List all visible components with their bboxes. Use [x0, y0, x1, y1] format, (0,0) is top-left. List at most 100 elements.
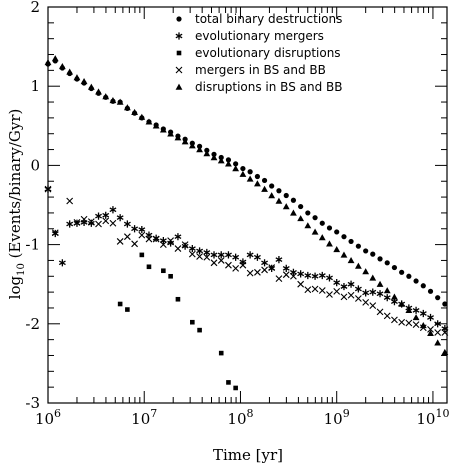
- data-point-asterisk: [340, 282, 348, 291]
- data-point-asterisk: [253, 253, 261, 261]
- data-point-triangle: [441, 348, 449, 356]
- data-point-asterisk: [376, 290, 384, 298]
- data-point-circle: [341, 234, 347, 240]
- data-point-triangle: [66, 68, 74, 75]
- x-tick-label: 106: [35, 407, 61, 428]
- data-point-circle: [363, 248, 369, 254]
- data-point-asterisk: [434, 320, 442, 328]
- data-point-cross: [376, 308, 384, 316]
- data-point-triangle: [131, 108, 138, 116]
- data-point-square: [139, 252, 145, 258]
- data-point-cross: [123, 233, 131, 241]
- data-point-triangle: [419, 321, 427, 329]
- legend-marker-asterisk: [175, 32, 183, 40]
- data-point-square: [197, 327, 202, 333]
- data-point-triangle: [434, 339, 442, 346]
- data-point-triangle: [347, 257, 355, 264]
- data-point-cross: [254, 268, 261, 276]
- data-point-cross: [434, 329, 442, 336]
- data-point-circle: [233, 161, 239, 167]
- data-point-cross: [268, 264, 276, 271]
- data-point-cross: [232, 264, 240, 272]
- data-point-triangle: [225, 160, 232, 167]
- data-point-cross: [304, 286, 312, 294]
- data-point-cross: [217, 257, 225, 264]
- data-point-triangle: [354, 262, 362, 269]
- data-point-cross: [174, 245, 182, 252]
- data-point-cross: [145, 235, 153, 243]
- data-point-circle: [348, 238, 354, 245]
- data-point-asterisk: [188, 244, 196, 253]
- data-point-cross: [261, 266, 268, 274]
- legend-marker-square: [176, 50, 182, 56]
- data-point-triangle: [362, 268, 370, 275]
- data-point-cross: [73, 219, 81, 226]
- data-point-cross: [297, 280, 305, 288]
- data-point-asterisk: [304, 271, 312, 280]
- data-point-square: [190, 319, 195, 325]
- data-point-triangle: [188, 142, 196, 149]
- data-point-triangle: [159, 126, 167, 133]
- data-point-circle: [435, 295, 441, 301]
- data-point-asterisk: [347, 280, 355, 288]
- y-tick-label: -3: [25, 394, 40, 412]
- x-tick-labels: 106 107 108 109 1010: [35, 407, 450, 428]
- data-point-cross: [369, 302, 377, 309]
- data-point-triangle: [232, 165, 240, 172]
- data-point-triangle: [326, 240, 333, 247]
- legend-marker-cross: [175, 66, 183, 74]
- data-point-triangle: [73, 74, 81, 81]
- data-point-cross: [210, 259, 218, 267]
- y-tick-label: 2: [30, 0, 40, 16]
- data-point-triangle: [138, 113, 146, 120]
- data-point-cross: [203, 253, 211, 261]
- data-point-asterisk: [95, 212, 102, 220]
- data-point-triangle: [412, 314, 420, 321]
- data-point-asterisk: [123, 220, 131, 228]
- data-point-asterisk: [369, 288, 377, 296]
- data-point-cross: [362, 299, 370, 306]
- data-point-triangle: [102, 93, 110, 100]
- data-point-square: [146, 264, 152, 270]
- data-point-circle: [334, 229, 340, 235]
- data-point-asterisk: [419, 309, 427, 318]
- data-point-circle: [420, 283, 426, 289]
- data-point-circle: [384, 260, 390, 266]
- data-point-circle: [377, 256, 383, 262]
- data-point-asterisk: [311, 272, 319, 280]
- data-point-cross: [246, 269, 254, 277]
- data-point-triangle: [369, 274, 377, 281]
- data-point-triangle: [333, 245, 341, 253]
- data-point-circle: [326, 225, 333, 231]
- data-point-circle: [298, 203, 304, 210]
- data-point-circle: [406, 273, 412, 279]
- legend-marker-circle: [176, 16, 182, 22]
- data-point-circle: [427, 288, 434, 294]
- data-point-cross: [412, 321, 420, 328]
- data-point-circle: [283, 192, 289, 199]
- legend-label: disruptions in BS and BB: [195, 80, 342, 94]
- data-point-triangle: [304, 222, 312, 229]
- legend-label: mergers in BS and BB: [195, 63, 326, 77]
- x-tick-label: 107: [131, 407, 157, 428]
- data-point-circle: [413, 278, 419, 284]
- data-point-triangle: [116, 98, 124, 105]
- data-point-triangle: [297, 215, 305, 222]
- data-point-cross: [282, 271, 290, 279]
- data-point-triangle: [239, 170, 247, 177]
- data-point-triangle: [58, 63, 66, 70]
- data-point-asterisk: [412, 306, 420, 314]
- x-tick-label: 108: [227, 407, 253, 428]
- data-point-cross: [311, 285, 319, 293]
- data-point-cross: [167, 237, 175, 245]
- data-point-asterisk: [318, 271, 326, 280]
- data-point-triangle: [311, 228, 319, 235]
- data-point-cross: [290, 272, 297, 280]
- data-point-square: [161, 268, 166, 274]
- data-point-circle: [370, 251, 376, 257]
- data-point-triangle: [51, 55, 59, 62]
- data-point-circle: [247, 169, 253, 175]
- data-point-asterisk: [282, 264, 290, 272]
- data-point-triangle: [405, 306, 413, 314]
- data-point-cross: [333, 287, 341, 295]
